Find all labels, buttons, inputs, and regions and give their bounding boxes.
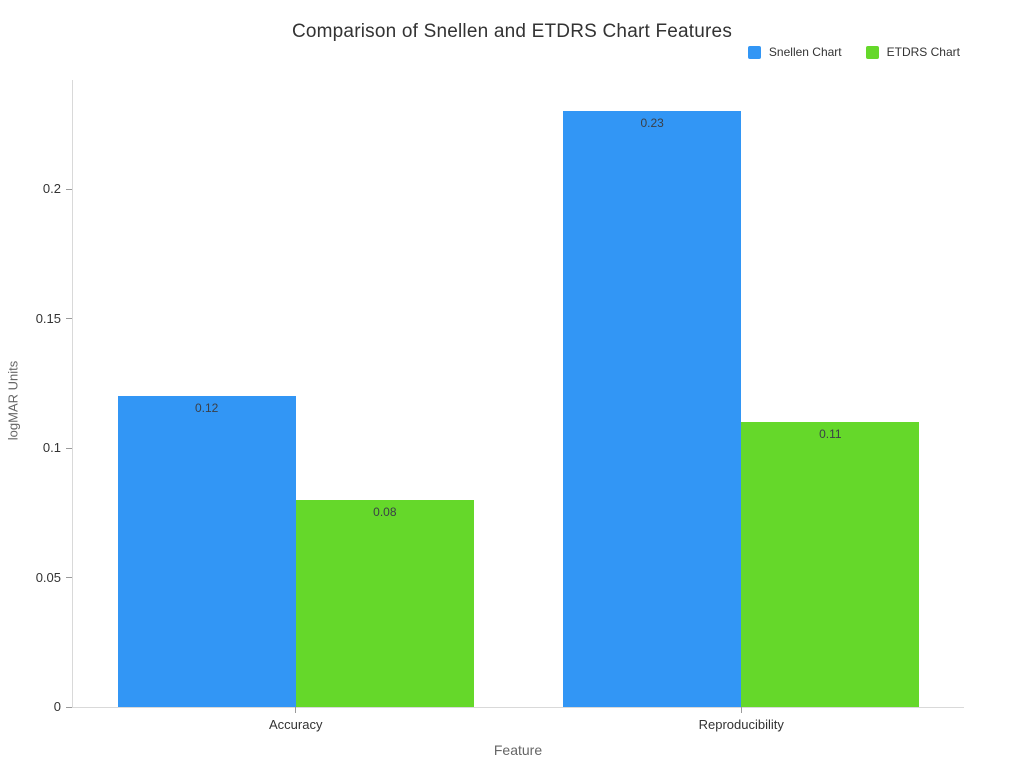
x-axis-title: Feature	[493, 742, 543, 758]
bar-value-label: 0.23	[640, 116, 664, 131]
bar-value-label: 0.12	[194, 401, 219, 416]
y-tick-mark	[66, 318, 72, 320]
legend-swatch-icon	[865, 45, 879, 59]
x-tick-mark	[740, 707, 742, 713]
y-tick-label: 0.1	[42, 440, 61, 456]
x-tick-label: Reproducibility	[698, 717, 784, 732]
bar-value-label: 0.08	[373, 504, 397, 519]
legend-label: ETDRS Chart	[886, 45, 960, 59]
x-tick-mark	[295, 707, 297, 713]
bar-reproducibility-etdrs[interactable]: 0.11	[741, 422, 920, 707]
legend-item-1[interactable]: ETDRS Chart	[865, 45, 960, 59]
bar-accuracy-etdrs[interactable]: 0.08	[295, 499, 474, 707]
y-tick-mark	[66, 577, 72, 578]
chart-title: Comparison of Snellen and ETDRS Chart Fe…	[291, 21, 733, 42]
bar-value-label: 0.11	[819, 427, 842, 442]
legend-swatch-icon	[747, 45, 761, 59]
legend: Snellen Chart ETDRS Chart	[747, 45, 960, 59]
y-axis-title: logMAR Units	[5, 360, 21, 441]
legend-item-0[interactable]: Snellen Chart	[747, 45, 842, 59]
y-tick-label: 0.15	[35, 310, 61, 326]
y-tick-mark	[66, 447, 72, 449]
legend-label: Snellen Chart	[768, 45, 842, 59]
bar-accuracy-snellen[interactable]: 0.12	[117, 396, 296, 707]
y-tick-label: 0	[53, 699, 61, 714]
x-tick-label: Accuracy	[269, 717, 323, 732]
bar-reproducibility-snellen[interactable]: 0.23	[563, 111, 742, 707]
y-tick-mark	[66, 706, 72, 708]
y-tick-label: 0.05	[35, 569, 61, 585]
y-tick-label: 0.2	[42, 181, 61, 197]
y-tick-mark	[66, 188, 72, 190]
plot-area: 0 0.05 0.1 0.15 0.2 Accuracy 0.12 0.08 Reproduci…	[36, 80, 964, 732]
